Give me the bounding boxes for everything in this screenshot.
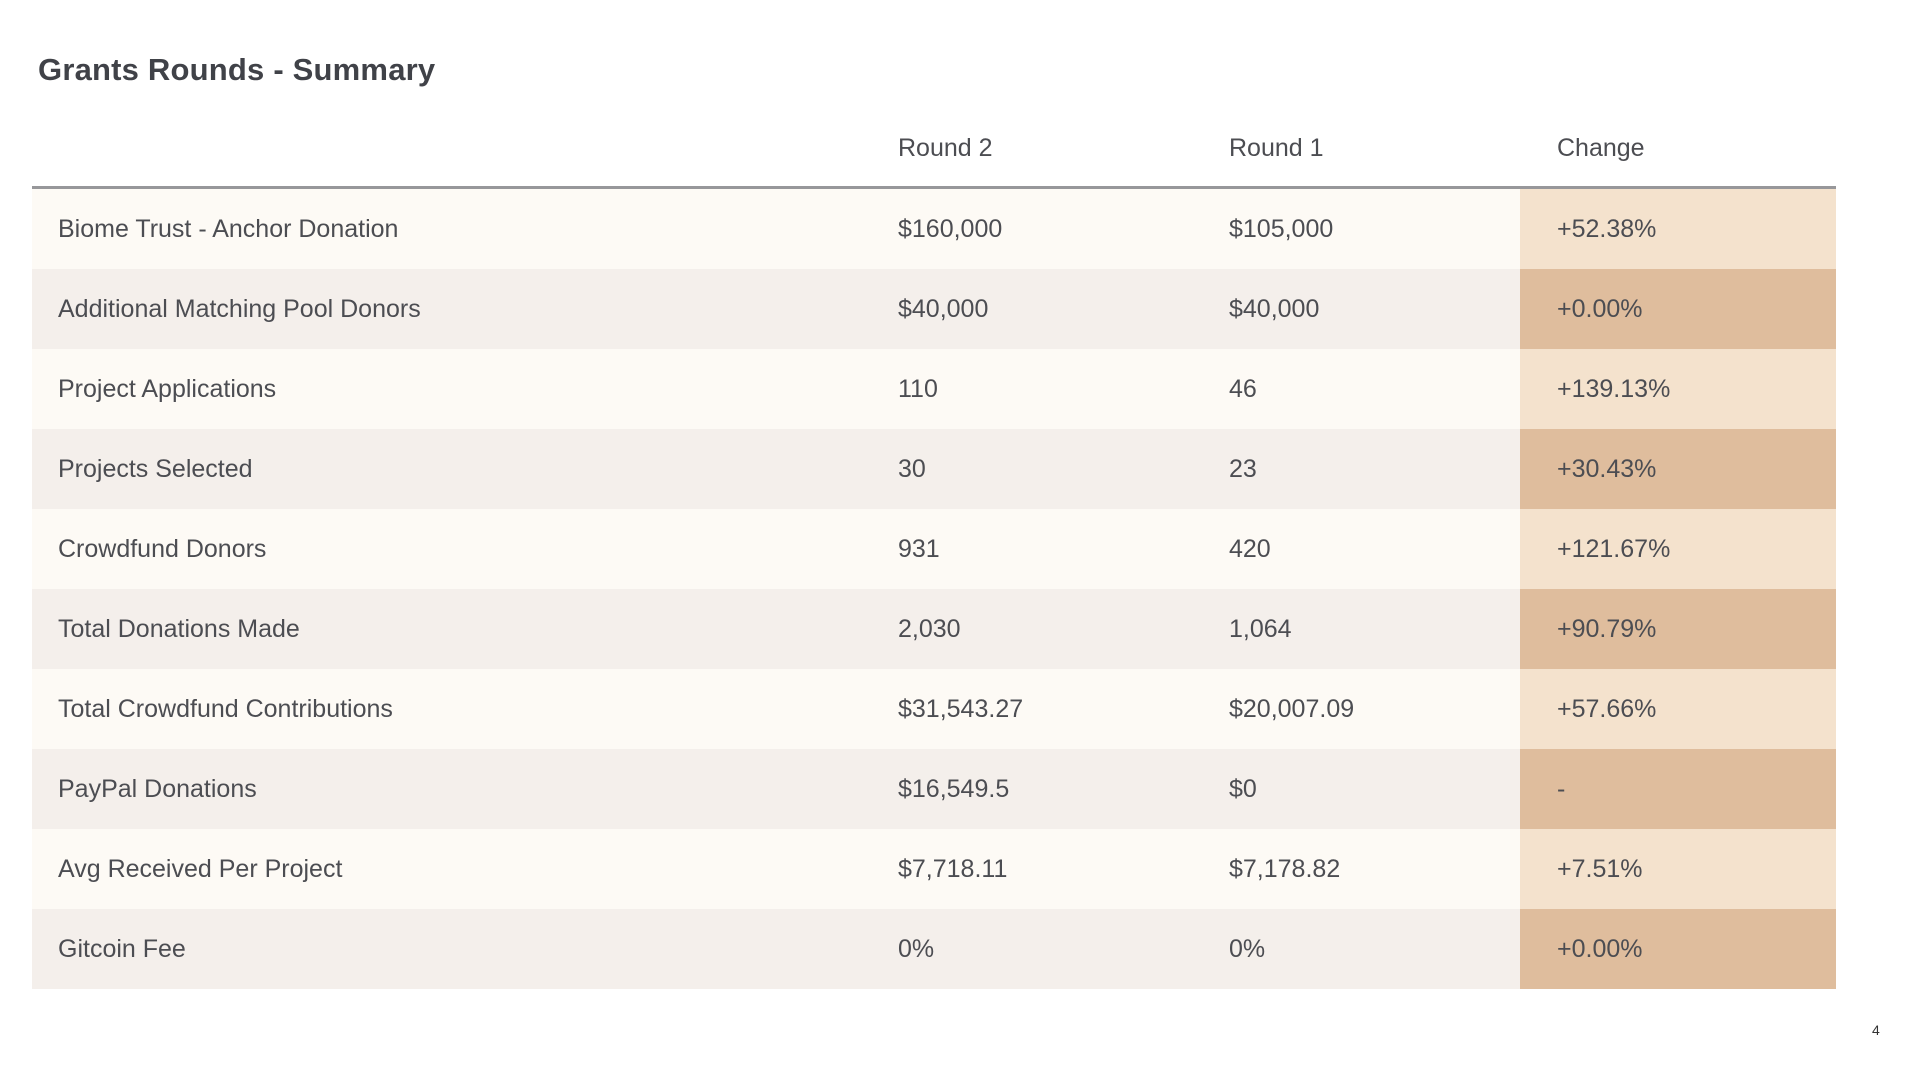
round2-value: $31,543.27 (898, 694, 1024, 723)
column-header-change: Change (1557, 133, 1645, 162)
metric-label: Crowdfund Donors (58, 534, 267, 563)
change-value: +90.79% (1520, 589, 1836, 669)
metric-label: Biome Trust - Anchor Donation (58, 214, 399, 243)
metric-label: Additional Matching Pool Donors (58, 294, 421, 323)
change-value: +7.51% (1520, 829, 1836, 909)
round1-value: 23 (1229, 454, 1257, 483)
change-value: +0.00% (1520, 909, 1836, 989)
round2-value: 110 (898, 374, 938, 403)
metric-label: Total Donations Made (58, 614, 300, 643)
round1-value: $105,000 (1229, 214, 1334, 243)
round1-value: $0 (1229, 774, 1257, 803)
change-value: +121.67% (1520, 509, 1836, 589)
summary-table: Round 2 Round 1 Change Biome Trust - Anc… (32, 110, 1836, 989)
round1-value: $7,178.82 (1229, 854, 1341, 883)
round2-value: 2,030 (898, 614, 961, 643)
round1-value: 420 (1229, 534, 1271, 563)
round1-value: $40,000 (1229, 294, 1320, 323)
table-row: Biome Trust - Anchor Donation $160,000 $… (32, 189, 1836, 269)
table-row: Total Donations Made 2,030 1,064 +90.79% (32, 589, 1836, 669)
metric-label: Gitcoin Fee (58, 934, 186, 963)
change-value: +139.13% (1520, 349, 1836, 429)
column-header-round1: Round 1 (1229, 133, 1324, 162)
round2-value: 30 (898, 454, 926, 483)
metric-label: Project Applications (58, 374, 277, 403)
round1-value: 1,064 (1229, 614, 1292, 643)
table-row: PayPal Donations $16,549.5 $0 - (32, 749, 1836, 829)
table-header-row: Round 2 Round 1 Change (32, 110, 1836, 189)
table-row: Project Applications 110 46 +139.13% (32, 349, 1836, 429)
round2-value: $160,000 (898, 214, 1003, 243)
round1-value: $20,007.09 (1229, 694, 1355, 723)
table-row: Total Crowdfund Contributions $31,543.27… (32, 669, 1836, 749)
round2-value: $40,000 (898, 294, 989, 323)
table-row: Projects Selected 30 23 +30.43% (32, 429, 1836, 509)
page-number: 4 (1872, 1022, 1880, 1038)
round2-value: $16,549.5 (898, 774, 1010, 803)
round2-value: $7,718.11 (898, 854, 1008, 883)
round2-value: 931 (898, 534, 940, 563)
round2-value: 0% (898, 934, 935, 963)
column-header-round2: Round 2 (898, 133, 993, 162)
metric-label: Projects Selected (58, 454, 253, 483)
change-value: +52.38% (1520, 189, 1836, 269)
change-value: +57.66% (1520, 669, 1836, 749)
page-title: Grants Rounds - Summary (38, 52, 436, 87)
round1-value: 46 (1229, 374, 1257, 403)
round1-value: 0% (1229, 934, 1266, 963)
metric-label: PayPal Donations (58, 774, 257, 803)
change-value: +30.43% (1520, 429, 1836, 509)
table-row: Crowdfund Donors 931 420 +121.67% (32, 509, 1836, 589)
table-row: Additional Matching Pool Donors $40,000 … (32, 269, 1836, 349)
table-row: Avg Received Per Project $7,718.11 $7,17… (32, 829, 1836, 909)
metric-label: Avg Received Per Project (58, 854, 343, 883)
table-row: Gitcoin Fee 0% 0% +0.00% (32, 909, 1836, 989)
change-value: - (1520, 749, 1836, 829)
metric-label: Total Crowdfund Contributions (58, 694, 393, 723)
change-value: +0.00% (1520, 269, 1836, 349)
